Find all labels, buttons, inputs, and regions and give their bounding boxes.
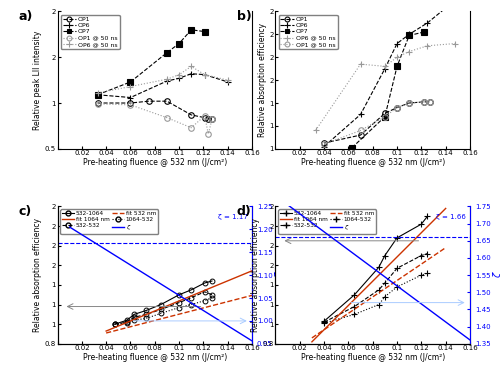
Text: OP1: OP1 xyxy=(106,221,128,231)
Y-axis label: Relative absorption efficiency: Relative absorption efficiency xyxy=(251,218,260,332)
Text: OP6: OP6 xyxy=(324,221,346,231)
Y-axis label: Relative absorption efficiency: Relative absorption efficiency xyxy=(33,218,42,332)
Text: c): c) xyxy=(18,205,32,218)
Legend: OP1, OP6, OP7, OP1 @ 50 ns, OP6 @ 50 ns: OP1, OP6, OP7, OP1 @ 50 ns, OP6 @ 50 ns xyxy=(60,15,120,49)
X-axis label: Pre-heating fluence @ 532 nm (J/cm²): Pre-heating fluence @ 532 nm (J/cm²) xyxy=(82,157,227,167)
Text: b): b) xyxy=(236,10,252,23)
Legend: 532-1064, fit 1064 nm, 532-532, fit 532 nm, 1064-532, $\zeta$: 532-1064, fit 1064 nm, 532-532, fit 532 … xyxy=(278,209,376,234)
Text: ζ = 1.17: ζ = 1.17 xyxy=(218,214,248,220)
X-axis label: Pre-heating fluence @ 532 nm (J/cm²): Pre-heating fluence @ 532 nm (J/cm²) xyxy=(300,157,445,167)
X-axis label: Pre-heating fluence @ 532 nm (J/cm²): Pre-heating fluence @ 532 nm (J/cm²) xyxy=(82,353,227,362)
Y-axis label: Relative peak LII intensity: Relative peak LII intensity xyxy=(33,31,42,130)
Text: ζ = 1.66: ζ = 1.66 xyxy=(436,214,466,220)
X-axis label: Pre-heating fluence @ 532 nm (J/cm²): Pre-heating fluence @ 532 nm (J/cm²) xyxy=(300,353,445,362)
Y-axis label: ζ: ζ xyxy=(494,272,500,278)
Y-axis label: ζ: ζ xyxy=(276,272,285,278)
Text: a): a) xyxy=(18,10,33,23)
Legend: OP1, OP6, OP7, OP6 @ 50 ns, OP1 @ 50 ns: OP1, OP6, OP7, OP6 @ 50 ns, OP1 @ 50 ns xyxy=(278,15,338,49)
Text: d): d) xyxy=(236,205,252,218)
Legend: 532-1064, fit 1064 nm, 532-532, fit 532 nm, 1064-532, $\zeta$: 532-1064, fit 1064 nm, 532-532, fit 532 … xyxy=(60,209,158,234)
Y-axis label: Relative absorption efficiency: Relative absorption efficiency xyxy=(258,23,267,137)
